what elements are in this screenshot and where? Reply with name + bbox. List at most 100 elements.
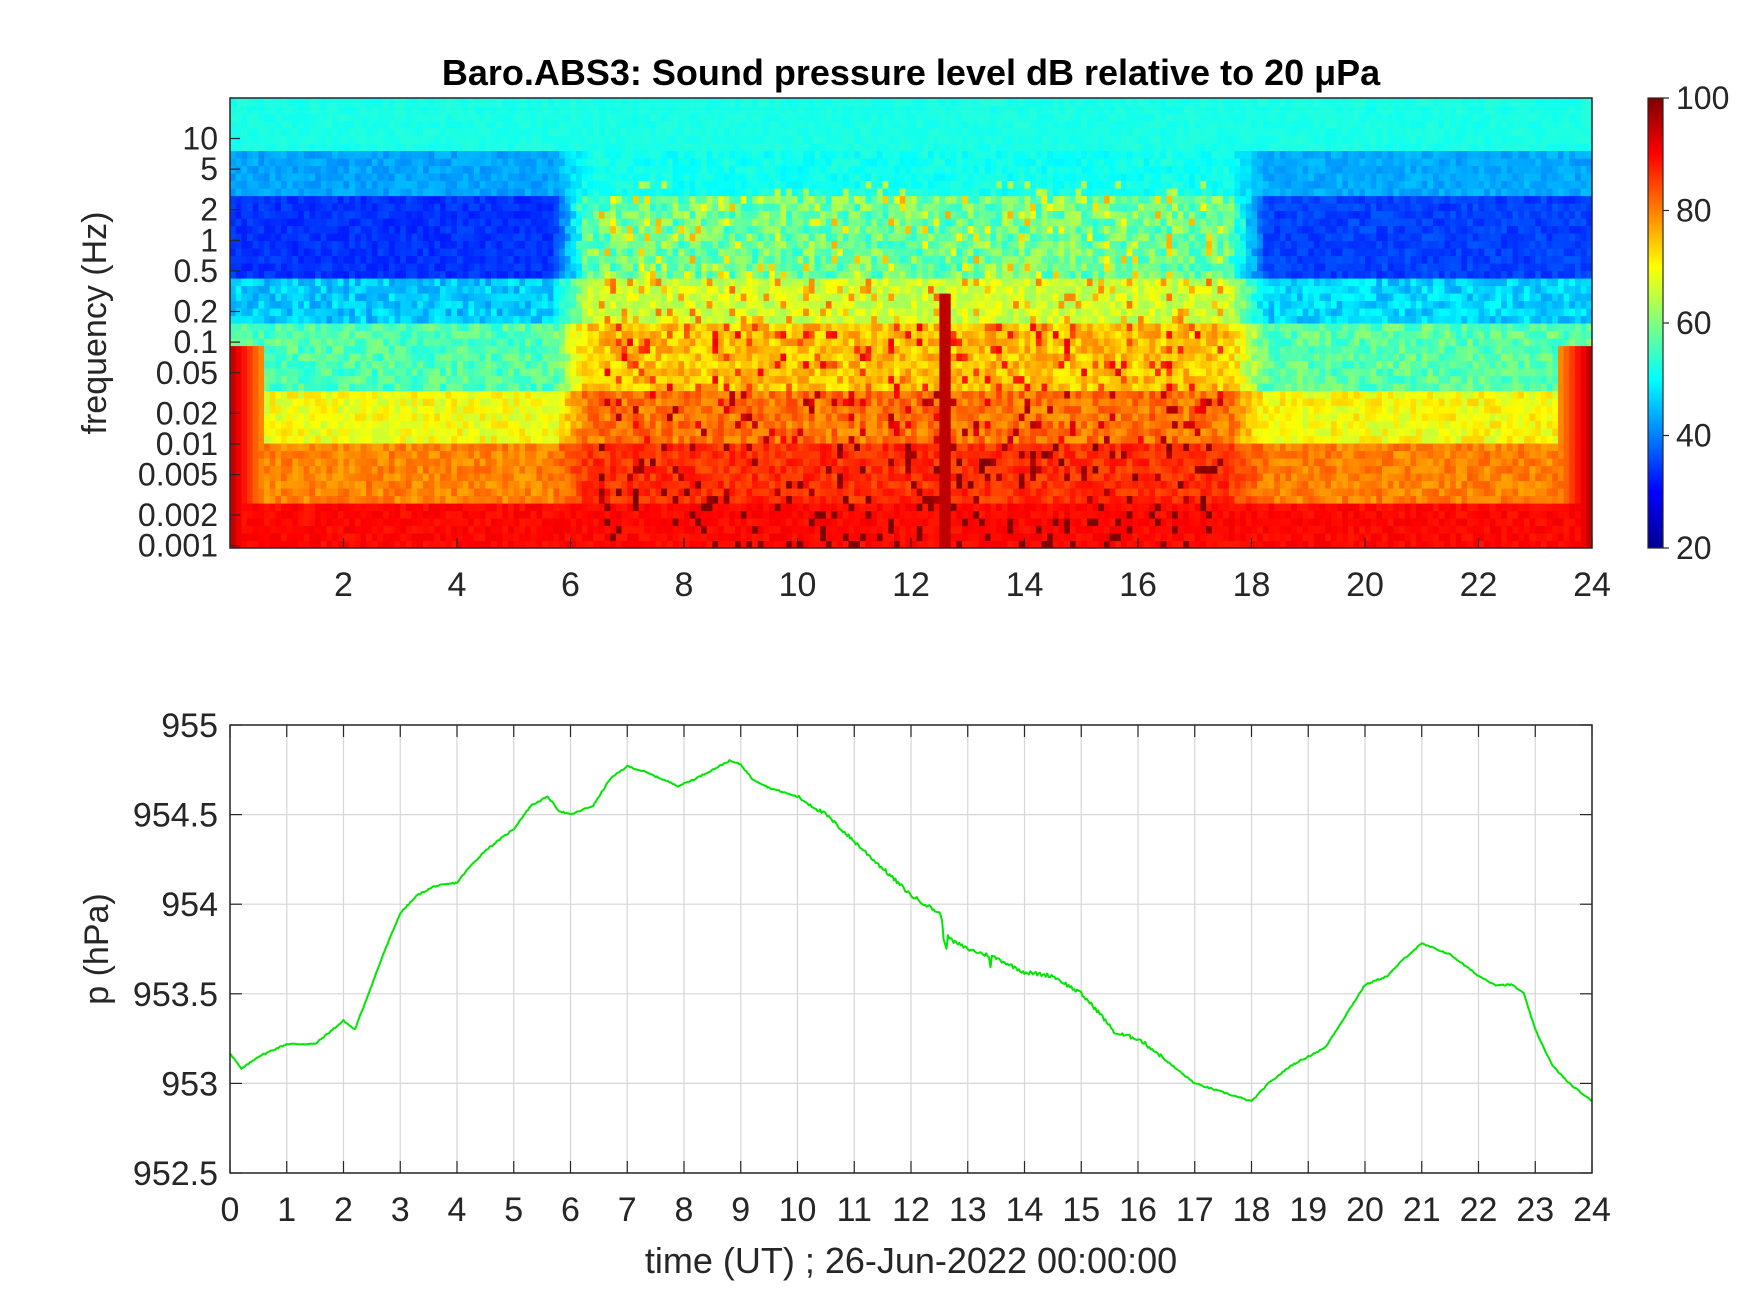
spectrogram-cell [479, 480, 486, 489]
spectrogram-cell [502, 458, 509, 467]
spectrogram-cell [593, 360, 600, 369]
spectrogram-cell [269, 330, 276, 339]
spectrogram-cell [604, 98, 611, 107]
spectrogram-cell [434, 308, 441, 317]
spectrogram-cell [377, 233, 384, 242]
spectrogram-cell [281, 263, 288, 272]
spectrogram-cell [587, 195, 594, 204]
spectrogram-cell [542, 480, 549, 489]
spectrogram-cell [587, 473, 594, 482]
spectrogram-cell [615, 188, 623, 197]
spectrogram-cell [326, 255, 333, 264]
spectrogram-cell [547, 413, 555, 422]
spectrogram-cell [286, 495, 294, 504]
spectrogram-cell [485, 173, 492, 182]
spectrogram-cell [377, 525, 384, 534]
spectrogram-cell [496, 443, 503, 452]
spectrogram-cell [247, 218, 254, 227]
spectrogram-cell [695, 398, 702, 407]
spectrogram-cell [610, 195, 617, 204]
spectrogram-cell [292, 263, 299, 272]
spectrogram-cell [649, 165, 657, 174]
spectrogram-cell [530, 405, 538, 414]
spectrogram-cell [275, 135, 282, 144]
spectrogram-cell [349, 518, 356, 527]
spectrogram-cell [405, 330, 413, 339]
spectrogram-cell [570, 158, 577, 167]
spectrogram-cell [627, 158, 634, 167]
spectrogram-cell [496, 158, 503, 167]
spectrogram-cell [400, 323, 407, 332]
spectrogram-cell [264, 383, 271, 392]
spectrogram-cell [672, 480, 679, 489]
spectrogram-cell [383, 465, 390, 474]
spectrogram-cell [508, 203, 515, 212]
spectrogram-cell [315, 495, 322, 504]
spectrogram-cell [309, 278, 316, 287]
spectrogram-cell [536, 278, 543, 287]
spectrogram-cell [337, 210, 345, 219]
spectrogram-cell [281, 105, 288, 114]
spectrogram-cell [632, 458, 640, 467]
spectrogram-cell [479, 413, 486, 422]
spectrogram-cell [661, 210, 668, 219]
spectrogram-cell [405, 263, 413, 272]
spectrogram-cell [644, 195, 651, 204]
spectrogram-cell [570, 330, 577, 339]
spectrogram-cell [400, 270, 407, 279]
spectrogram-cell [621, 465, 628, 474]
spectrogram-cell [485, 345, 492, 354]
spectrogram-cell [315, 255, 322, 264]
spectrogram-cell [644, 188, 651, 197]
spectrogram-cell [405, 248, 413, 257]
spectrogram-cell [315, 458, 322, 467]
spectrogram-cell [388, 480, 396, 489]
spectrogram-cell [553, 465, 560, 474]
spectrogram-cell [315, 428, 322, 437]
spectrogram-cell [615, 270, 623, 279]
spectrogram-cell [666, 248, 674, 257]
spectrogram-cell [695, 330, 702, 339]
spectrogram-cell [627, 368, 634, 377]
spectrogram-cell [684, 420, 691, 429]
spectrogram-cell [258, 308, 265, 317]
spectrogram-cell [388, 98, 396, 107]
spectrogram-cell [604, 488, 611, 497]
spectrogram-cell [394, 503, 401, 512]
spectrogram-cell [513, 293, 521, 302]
spectrogram-cell [678, 375, 685, 384]
spectrogram-cell [632, 360, 640, 369]
spectrogram-cell [678, 428, 685, 437]
spectrogram-cell [422, 165, 430, 174]
spectrogram-cell [388, 540, 396, 548]
spectrogram-cell [627, 195, 634, 204]
spectrogram-cell [457, 120, 464, 129]
spectrogram-cell [684, 263, 691, 272]
spectrogram-cell [457, 285, 464, 294]
spectrogram-cell [337, 150, 345, 159]
spectrogram-cell [326, 278, 333, 287]
spectrogram-cell [468, 330, 475, 339]
spectrogram-cell [468, 233, 475, 242]
spectrogram-cell [689, 443, 696, 452]
spectrogram-cell [405, 503, 413, 512]
spectrogram-cell [422, 518, 430, 527]
spectrogram-cell [621, 180, 628, 189]
spectrogram-cell [644, 375, 651, 384]
spectrogram-cell [377, 293, 384, 302]
spectrogram-cell [326, 398, 333, 407]
spectrogram-cell [695, 308, 702, 317]
spectrogram-cell [400, 345, 407, 354]
spectrogram-cell [513, 158, 521, 167]
spectrogram-cell [286, 533, 294, 542]
spectrogram-cell [275, 105, 282, 114]
spectrogram-cell [394, 173, 401, 182]
spectrogram-cell [343, 323, 350, 332]
spectrogram-cell [666, 270, 674, 279]
spectrogram-cell [604, 375, 611, 384]
spectrogram-cell [366, 338, 373, 347]
spectrogram-cell [644, 458, 651, 467]
spectrogram-cell [252, 135, 259, 144]
spectrogram-cell [519, 293, 526, 302]
spectrogram-cell [405, 165, 413, 174]
